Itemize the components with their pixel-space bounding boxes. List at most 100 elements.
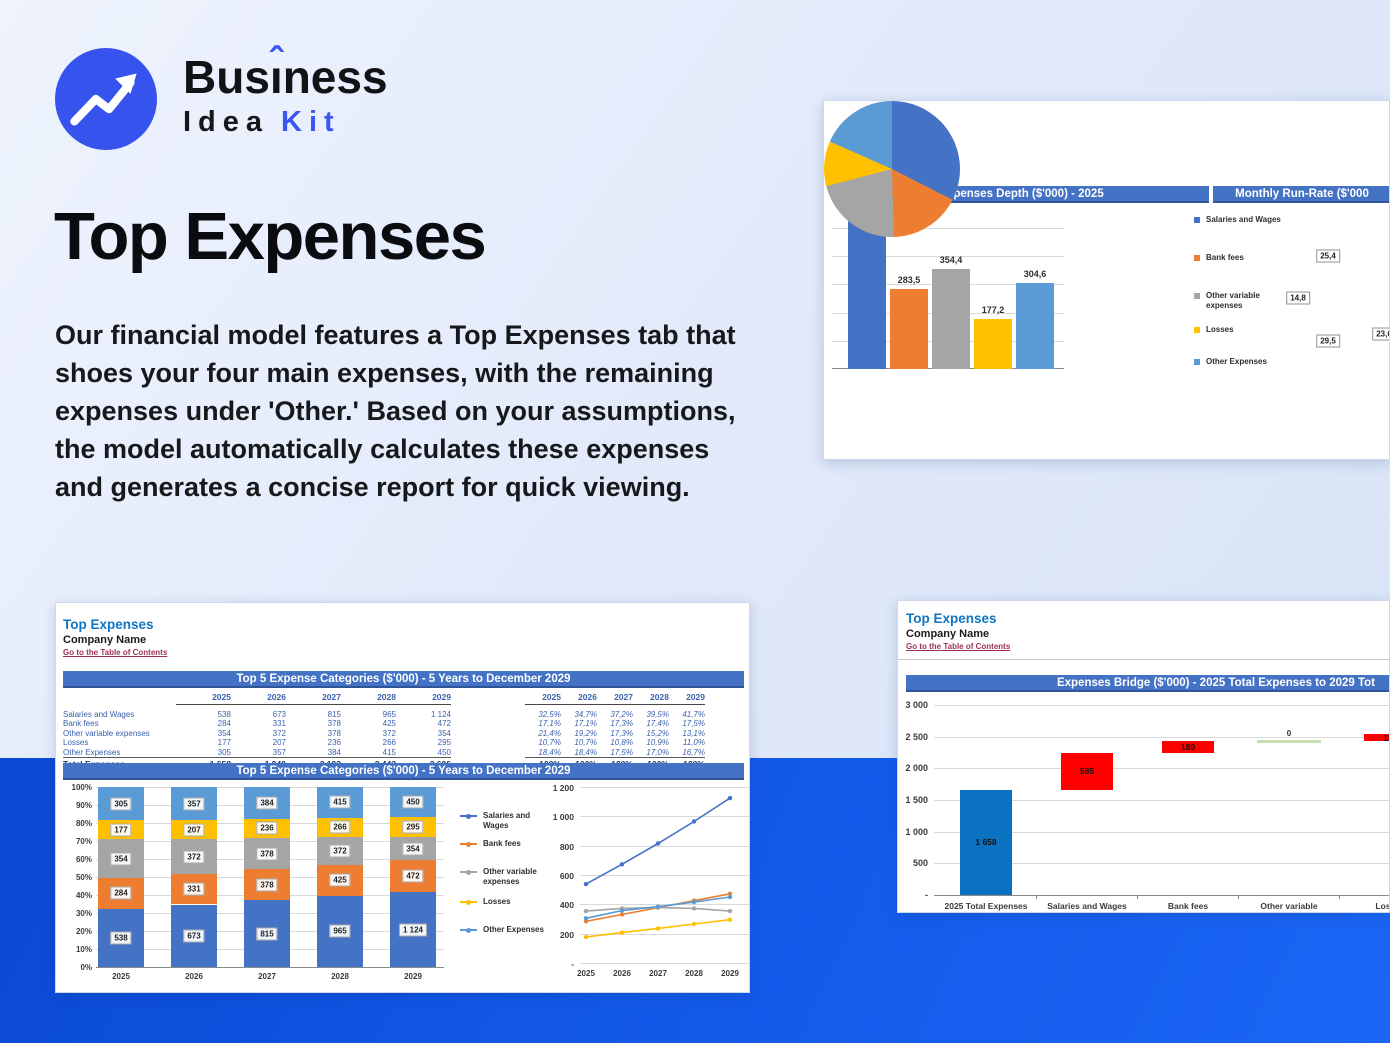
data-point: [655, 926, 661, 931]
table-cell: 965: [382, 709, 396, 719]
table-cell: 357: [272, 747, 286, 757]
legend-marker-dot: [466, 813, 471, 819]
bar: [974, 319, 1012, 369]
table-row: Salaries and Wages 538 673 815 965 1 124 32,5%…: [63, 710, 709, 719]
logo-word3: Kit: [281, 106, 341, 138]
top5-table: 2025 2026 2027 2028 2029 2025 2026 2027 2028 2029…: [63, 691, 709, 770]
legend-marker: [460, 869, 477, 875]
legend-item: Bank fees: [1194, 253, 1284, 263]
table-cell: 17,0%: [646, 747, 669, 757]
gridline: [934, 800, 1389, 801]
table-cell: 2025: [525, 691, 561, 705]
y-axis-label: 2 500: [905, 731, 928, 742]
table-cell: 2027: [286, 691, 341, 705]
legend-marker: [460, 927, 477, 933]
y-axis-label: 100%: [71, 783, 92, 792]
table-row: Other variable expenses 354 372 378 372 354 21…: [63, 729, 709, 738]
pie-slice-label: 25,4: [1316, 249, 1340, 263]
runrate-pie-chart: 25,4 14,8 29,5 23,6: [824, 101, 1389, 459]
logo: Busı ˆ ness Idea Kit: [55, 40, 388, 150]
gridline: [96, 949, 444, 950]
axis-tick: [1339, 895, 1340, 899]
stack-segment: [98, 787, 144, 821]
data-point: [583, 908, 589, 914]
table-cell: 13,1%: [682, 728, 705, 738]
table-header-bar: Top 5 Expense Categories ($'000) - 5 Yea…: [63, 671, 744, 688]
segment-value-label: 284: [110, 886, 132, 900]
gridline: [832, 227, 1064, 229]
legend-marker: [1194, 359, 1200, 365]
table-of-contents-link[interactable]: Go to the Table of Contents: [63, 648, 168, 657]
logo-word2: Idea: [183, 106, 270, 138]
bar-value-label: 354,4: [939, 255, 963, 265]
table-cell: 11,0%: [682, 738, 705, 747]
gridline: [934, 863, 1389, 865]
logo-word1-i: ı: [269, 51, 283, 103]
bar: [1016, 283, 1054, 369]
table-cell: 378: [327, 728, 341, 738]
bridge-chart-header: Expenses Bridge ($'000) - 2025 Total Exp…: [906, 675, 1389, 692]
legend-marker: [1194, 327, 1200, 333]
table-cell: 16,7%: [682, 747, 705, 757]
legend-label: Losses: [1206, 325, 1234, 334]
stack-segment: [244, 900, 290, 967]
stack-segment: [317, 864, 363, 896]
x-axis-label: 2029: [721, 969, 739, 978]
expenses-bridge-sheet-card: Top Expenses Company Name Go to the Tabl…: [897, 600, 1390, 913]
table-row: Bank fees 284 331 378 425 472 17,1% 17,1% 17,3% 1…: [63, 719, 709, 728]
gridline: [96, 967, 444, 968]
table-cell: 295: [437, 738, 451, 747]
table-cell: 331: [272, 719, 286, 728]
logo-line1: Busı ˆ ness: [183, 40, 388, 103]
gridline: [580, 845, 749, 847]
table-row: [63, 705, 709, 709]
table-row: Losses 177 207 236 266 295 10,7% 10,7% 10,8% 10,9…: [63, 738, 709, 747]
expenses-depth-card: Expenses Depth ($'000) - 2025 Monthly Ru…: [823, 100, 1390, 460]
legend-item: Other Expenses: [1194, 357, 1284, 367]
table-of-contents-link[interactable]: Go to the Table of Contents: [906, 642, 1011, 651]
segment-value-label: 965: [329, 924, 351, 938]
y-axis-label: 50%: [75, 873, 92, 882]
axis-tick: [1137, 895, 1138, 899]
stack-segment: [171, 904, 217, 967]
table-cell: 2025: [176, 691, 231, 705]
gridline: [96, 931, 444, 932]
data-point: [619, 862, 625, 867]
x-axis-label: 2027: [649, 969, 667, 978]
axis-tick: [1238, 895, 1239, 899]
waterfall-bar: [1364, 733, 1389, 741]
legend-marker: [1194, 217, 1200, 223]
x-axis-label: 2028: [685, 969, 703, 978]
segment-value-label: 1 124: [398, 923, 428, 936]
table-cell: 2027: [597, 691, 633, 705]
data-point: [727, 894, 733, 900]
y-axis-label: 60%: [75, 855, 92, 864]
page-title: Top Expenses: [54, 199, 487, 274]
stack-segment: [390, 860, 436, 892]
line-series: [585, 906, 731, 912]
x-axis-label: 2026: [613, 969, 631, 978]
stack-segment: [171, 873, 217, 905]
y-axis-label: 500: [912, 858, 928, 869]
gridline: [580, 933, 749, 935]
stack-segment: [317, 895, 363, 967]
legend-item: Salaries and Wages: [1194, 215, 1284, 225]
stack-segment: [171, 787, 217, 821]
x-axis-line: [96, 967, 444, 968]
logo-word1-prefix: Bus: [183, 51, 270, 103]
segment-value-label: 354: [110, 852, 132, 865]
y-axis-label: 10%: [75, 945, 92, 954]
stack-segment: [171, 839, 217, 874]
stack-segment: [244, 869, 290, 900]
data-point: [691, 898, 697, 903]
axis-tick: [1036, 895, 1037, 899]
stack-segment: [317, 817, 363, 838]
sheet-title: Top Expenses: [906, 611, 997, 626]
data-point: [619, 906, 625, 911]
x-axis-label: 2025 Total Expenses: [944, 901, 1028, 911]
x-axis-label: Other variable expenses: [1260, 901, 1318, 912]
legend-label: Bank fees: [483, 839, 521, 848]
table-cell: 177: [217, 738, 231, 747]
table-cell: 19,2%: [574, 728, 597, 738]
table-cell: 17,3%: [610, 719, 633, 728]
